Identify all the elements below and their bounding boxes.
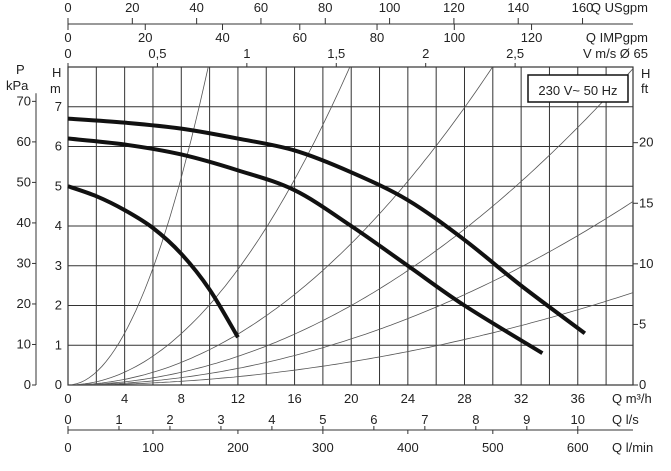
p-axis-unit: kPa bbox=[6, 78, 29, 93]
top-tick-label: 20 bbox=[138, 30, 152, 45]
y-tick-label: 0 bbox=[55, 377, 62, 392]
top-tick-label: 140 bbox=[507, 0, 529, 15]
bottom-tick-label: 100 bbox=[142, 440, 164, 455]
bottom-axis-label: Q l/min bbox=[612, 440, 653, 455]
bottom-tick-label: 0 bbox=[64, 440, 71, 455]
top-tick-label: 100 bbox=[379, 0, 401, 15]
x-tick-label: 8 bbox=[178, 391, 185, 406]
bottom-tick-label: 500 bbox=[482, 440, 504, 455]
voltage-box bbox=[527, 74, 629, 103]
y-tick-label: 3 bbox=[55, 258, 62, 273]
x-tick-label: 20 bbox=[344, 391, 358, 406]
bottom-tick-label: 400 bbox=[397, 440, 419, 455]
y-tick-label: 1 bbox=[55, 337, 62, 352]
p-tick-label: 20 bbox=[17, 296, 31, 311]
bottom-tick-label: 600 bbox=[567, 440, 589, 455]
p-tick-label: 0 bbox=[24, 377, 31, 392]
bottom-tick-label: 5 bbox=[319, 412, 326, 427]
top-tick-label: 0 bbox=[64, 46, 71, 61]
y-tick-label: 4 bbox=[55, 218, 62, 233]
ft-tick-label: 0 bbox=[639, 377, 646, 392]
bottom-tick-label: 3 bbox=[217, 412, 224, 427]
pump-curve-speed-min bbox=[67, 184, 240, 339]
bottom-tick-label: 300 bbox=[312, 440, 334, 455]
top-tick-label: 0 bbox=[64, 0, 71, 15]
bottom-tick-label: 6 bbox=[370, 412, 377, 427]
y-axis-label-m: m bbox=[50, 81, 61, 96]
x-tick-label: 32 bbox=[514, 391, 528, 406]
top-tick-label: 60 bbox=[254, 0, 268, 15]
plot-frame bbox=[67, 66, 634, 386]
system-curve bbox=[72, 67, 209, 385]
voltage-label: 230 V~ 50 Hz bbox=[538, 83, 617, 98]
bottom-tick-label: 10 bbox=[571, 412, 585, 427]
top-tick-label: 2 bbox=[422, 46, 429, 61]
ft-axis-unit: ft bbox=[641, 81, 649, 96]
x-axis-label: Q m³/h bbox=[612, 391, 652, 406]
pump-curve-speed-mid bbox=[67, 136, 544, 355]
bottom-tick-label: 9 bbox=[523, 412, 530, 427]
system-curve bbox=[72, 201, 633, 385]
bottom-tick-label: 7 bbox=[421, 412, 428, 427]
ft-tick-label: 5 bbox=[639, 316, 646, 331]
top-tick-label: 1 bbox=[243, 46, 250, 61]
ft-tick-label: 10 bbox=[639, 256, 653, 271]
top-tick-label: 60 bbox=[293, 30, 307, 45]
x-tick-label: 12 bbox=[231, 391, 245, 406]
x-tick-label: 36 bbox=[571, 391, 585, 406]
p-tick-label: 60 bbox=[17, 134, 31, 149]
p-tick-label: 70 bbox=[17, 93, 31, 108]
y-tick-label: 7 bbox=[55, 99, 62, 114]
top-tick-label: 0 bbox=[64, 30, 71, 45]
bottom-tick-label: 8 bbox=[472, 412, 479, 427]
top-axis-label: Q USgpm bbox=[591, 0, 648, 15]
top-tick-label: 160 bbox=[572, 0, 594, 15]
top-axis-label: V m/s Ø 65 bbox=[583, 46, 648, 61]
top-tick-label: 40 bbox=[189, 0, 203, 15]
x-tick-label: 0 bbox=[64, 391, 71, 406]
top-tick-label: 80 bbox=[370, 30, 384, 45]
p-tick-label: 30 bbox=[17, 255, 31, 270]
system-curve bbox=[72, 67, 494, 385]
bottom-tick-label: 4 bbox=[268, 412, 275, 427]
system-curve bbox=[72, 67, 351, 385]
ft-tick-label: 15 bbox=[639, 195, 653, 210]
top-tick-label: 120 bbox=[443, 0, 465, 15]
p-tick-label: 10 bbox=[17, 336, 31, 351]
y-axis-label-h: H bbox=[52, 65, 61, 80]
bottom-tick-label: 200 bbox=[227, 440, 249, 455]
y-tick-label: 5 bbox=[55, 178, 62, 193]
top-tick-label: 40 bbox=[215, 30, 229, 45]
p-axis-label: P bbox=[16, 62, 25, 77]
x-tick-label: 4 bbox=[121, 391, 128, 406]
x-tick-label: 28 bbox=[457, 391, 471, 406]
pump-curve-speed-max bbox=[67, 116, 587, 335]
x-tick-label: 16 bbox=[287, 391, 301, 406]
bottom-tick-label: 1 bbox=[115, 412, 122, 427]
bottom-tick-label: 0 bbox=[64, 412, 71, 427]
top-tick-label: 20 bbox=[125, 0, 139, 15]
top-tick-label: 80 bbox=[318, 0, 332, 15]
bottom-axis-label: Q l/s bbox=[612, 412, 639, 427]
top-axis-label: Q IMPgpm bbox=[586, 30, 648, 45]
system-curve bbox=[72, 292, 633, 385]
top-tick-label: 1,5 bbox=[327, 46, 345, 61]
p-tick-label: 40 bbox=[17, 215, 31, 230]
p-tick-label: 50 bbox=[17, 174, 31, 189]
bottom-tick-label: 2 bbox=[166, 412, 173, 427]
x-tick-label: 24 bbox=[401, 391, 415, 406]
top-tick-label: 0,5 bbox=[148, 46, 166, 61]
ft-axis-label: H bbox=[641, 66, 650, 81]
y-tick-label: 6 bbox=[55, 139, 62, 154]
top-tick-label: 120 bbox=[521, 30, 543, 45]
system-curve bbox=[72, 68, 633, 385]
y-tick-label: 2 bbox=[55, 298, 62, 313]
top-tick-label: 100 bbox=[443, 30, 465, 45]
top-tick-label: 2,5 bbox=[506, 46, 524, 61]
ft-tick-label: 20 bbox=[639, 135, 653, 150]
